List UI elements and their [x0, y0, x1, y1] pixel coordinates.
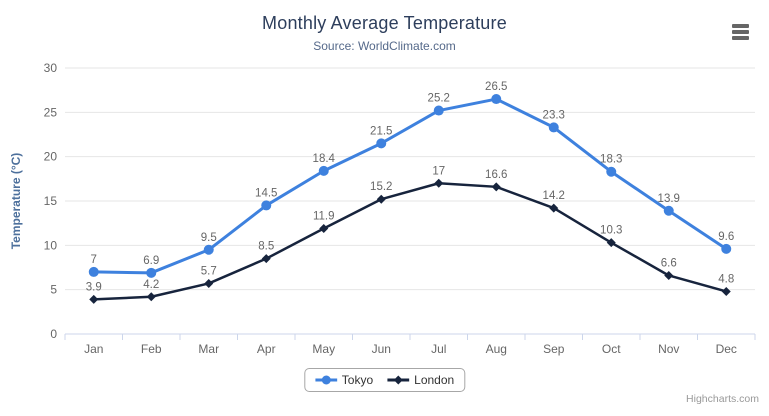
data-label: 13.9: [658, 193, 680, 205]
x-axis-label: Dec: [716, 342, 737, 356]
x-axis-label: Aug: [486, 342, 507, 356]
data-point-tokyo[interactable]: [88, 266, 99, 277]
x-axis-label: Mar: [198, 342, 219, 356]
data-label: 7: [91, 254, 97, 266]
data-point-london[interactable]: [376, 194, 386, 204]
data-point-london[interactable]: [204, 278, 214, 288]
data-point-tokyo[interactable]: [491, 94, 502, 105]
london-line-diamond-marker-icon: [387, 375, 410, 385]
data-point-london[interactable]: [606, 238, 616, 248]
data-label: 5.7: [201, 265, 217, 277]
x-axis-label: Jul: [431, 342, 446, 356]
data-point-london[interactable]: [261, 254, 271, 264]
y-axis-label: 15: [44, 194, 58, 208]
data-label: 14.2: [543, 190, 565, 202]
x-axis-label: Oct: [602, 342, 621, 356]
y-axis-label: 20: [44, 150, 58, 164]
x-axis-label: Apr: [257, 342, 276, 356]
chart-subtitle: Source: WorldClimate.com: [313, 39, 456, 53]
data-point-tokyo[interactable]: [548, 122, 559, 133]
series-line-tokyo[interactable]: [92, 97, 728, 275]
y-axis-label: 5: [50, 283, 57, 297]
x-axis-label: Jan: [84, 342, 103, 356]
data-point-tokyo[interactable]: [721, 243, 732, 254]
x-axis-label: Sep: [543, 342, 565, 356]
data-label: 16.6: [485, 169, 507, 181]
chart-title: Monthly Average Temperature: [262, 13, 507, 33]
data-label: 21.5: [370, 125, 392, 137]
data-label: 4.8: [718, 273, 734, 285]
legend: Tokyo London: [303, 368, 466, 392]
highcharts-credits-link[interactable]: Highcharts.com: [686, 393, 759, 405]
data-point-london[interactable]: [721, 286, 731, 296]
hamburger-menu-icon: [732, 30, 749, 34]
y-axis-label: 0: [50, 327, 57, 341]
y-axis-title: Temperature (°C): [9, 153, 23, 250]
tokyo-line-circle-marker-icon: [314, 375, 337, 385]
data-label: 25.2: [428, 93, 450, 105]
data-point-tokyo[interactable]: [318, 165, 329, 176]
data-label: 3.9: [86, 281, 102, 293]
y-axis-label: 10: [44, 238, 58, 252]
data-point-london[interactable]: [434, 178, 444, 188]
data-label: 9.5: [201, 232, 217, 244]
data-point-tokyo[interactable]: [261, 200, 272, 211]
data-label: 18.4: [313, 153, 336, 165]
data-point-london[interactable]: [89, 294, 99, 304]
data-point-tokyo[interactable]: [663, 205, 674, 216]
data-label: 4.2: [143, 279, 159, 291]
data-label: 11.9: [313, 210, 335, 222]
legend-item-tokyo[interactable]: Tokyo: [314, 373, 374, 387]
legend-item-london[interactable]: London: [387, 373, 454, 387]
hamburger-menu-icon: [732, 24, 749, 28]
x-axis-label: Nov: [658, 342, 679, 356]
data-label: 14.5: [255, 187, 277, 199]
data-point-tokyo[interactable]: [433, 105, 444, 116]
data-label: 23.3: [543, 109, 565, 121]
data-point-london[interactable]: [146, 292, 156, 302]
data-label: 6.9: [143, 255, 159, 267]
data-label: 17: [432, 165, 445, 177]
x-axis-label: Jun: [372, 342, 391, 356]
data-label: 6.6: [661, 257, 677, 269]
data-point-tokyo[interactable]: [146, 267, 157, 278]
data-label: 15.2: [370, 181, 392, 193]
y-axis-label: 25: [44, 105, 58, 119]
x-axis-label: Feb: [141, 342, 162, 356]
data-point-tokyo[interactable]: [376, 138, 387, 149]
data-point-london[interactable]: [319, 223, 329, 233]
data-label: 8.5: [258, 241, 274, 253]
data-label: 26.5: [485, 81, 507, 93]
data-point-tokyo[interactable]: [606, 166, 617, 177]
series-line-london[interactable]: [92, 182, 728, 301]
data-label: 9.6: [718, 231, 734, 243]
data-point-london[interactable]: [491, 182, 501, 192]
legend-label-london: London: [414, 373, 455, 387]
data-point-london[interactable]: [549, 203, 559, 213]
data-label: 18.3: [600, 154, 622, 166]
hamburger-menu-icon: [732, 36, 749, 40]
data-point-tokyo[interactable]: [203, 244, 214, 255]
data-label: 10.3: [600, 225, 622, 237]
legend-label-tokyo: Tokyo: [341, 373, 374, 387]
data-point-london[interactable]: [664, 270, 674, 280]
y-axis-label: 30: [44, 61, 58, 75]
context-menu-button[interactable]: [729, 20, 754, 44]
x-axis-label: May: [312, 342, 335, 356]
